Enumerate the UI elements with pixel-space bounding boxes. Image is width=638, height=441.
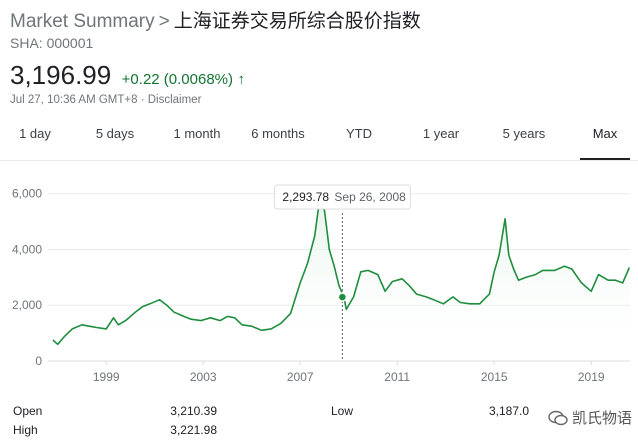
price-change: +0.22 (0.0068%) bbox=[122, 71, 233, 88]
x-tick-label: 2007 bbox=[287, 370, 314, 384]
low-value: 3,187.0 bbox=[489, 404, 529, 418]
open-label: Open bbox=[13, 404, 42, 418]
tooltip-date: Sep 26, 2008 bbox=[334, 190, 406, 204]
index-name: 上海证券交易所综合股价指数 bbox=[174, 10, 421, 32]
tab-5-days[interactable]: 5 days bbox=[86, 120, 144, 158]
open-value: 3,210.39 bbox=[170, 404, 217, 418]
breadcrumb-separator: > bbox=[159, 11, 170, 32]
tab-6-months[interactable]: 6 months bbox=[244, 120, 312, 158]
x-tick-label: 2015 bbox=[481, 370, 508, 384]
tab-ytd[interactable]: YTD bbox=[336, 120, 382, 158]
tab-max[interactable]: Max bbox=[580, 120, 630, 160]
timestamp-disclaimer[interactable]: Jul 27, 10:36 AM GMT+8 · Disclaimer bbox=[10, 94, 201, 106]
tooltip-value: 2,293.78 bbox=[282, 190, 329, 204]
price-row: 3,196.99 +0.22 (0.0068%) ↑ bbox=[10, 60, 245, 91]
watermark-text: 凯氏物语 bbox=[572, 407, 632, 428]
tab-1-year[interactable]: 1 year bbox=[414, 120, 468, 158]
ticker-symbol: SHA: 000001 bbox=[10, 35, 421, 51]
up-arrow-icon: ↑ bbox=[237, 71, 245, 88]
high-value: 3,221.98 bbox=[170, 423, 217, 437]
page-title: Market Summary>上海证券交易所综合股价指数 bbox=[10, 6, 421, 33]
range-tabs: 1 day 5 days 1 month 6 months YTD 1 year… bbox=[0, 120, 638, 161]
chat-bubble-icon bbox=[548, 410, 568, 426]
breadcrumb-market-summary[interactable]: Market Summary bbox=[10, 11, 155, 32]
x-tick-label: 2011 bbox=[384, 370, 410, 384]
x-tick-label: 1999 bbox=[93, 370, 120, 384]
low-label: Low bbox=[331, 404, 353, 418]
price-chart[interactable]: 6,000 4,000 2,000 0 1999 2003 2007 2011 2015 2019… bbox=[0, 165, 638, 390]
price-area-fill bbox=[53, 199, 629, 361]
y-tick-label: 4,000 bbox=[12, 242, 42, 256]
y-tick-label: 2,000 bbox=[12, 298, 42, 312]
watermark: 凯氏物语 bbox=[548, 407, 632, 428]
stat-row-high: High 3,221.98 bbox=[0, 423, 638, 441]
header: Market Summary>上海证券交易所综合股价指数 SHA: 000001 bbox=[10, 6, 421, 51]
tab-1-day[interactable]: 1 day bbox=[6, 120, 64, 158]
y-tick-label: 6,000 bbox=[12, 187, 42, 201]
x-tick-label: 2019 bbox=[578, 370, 605, 384]
stat-row-open: Open 3,210.39 Low 3,187.0 bbox=[0, 404, 638, 422]
hover-point bbox=[338, 293, 346, 301]
tab-1-month[interactable]: 1 month bbox=[164, 120, 230, 158]
y-tick-label: 0 bbox=[35, 354, 42, 368]
tab-5-years[interactable]: 5 years bbox=[494, 120, 554, 158]
high-label: High bbox=[13, 423, 38, 437]
current-price: 3,196.99 bbox=[10, 60, 111, 90]
x-tick-label: 2003 bbox=[190, 370, 217, 384]
